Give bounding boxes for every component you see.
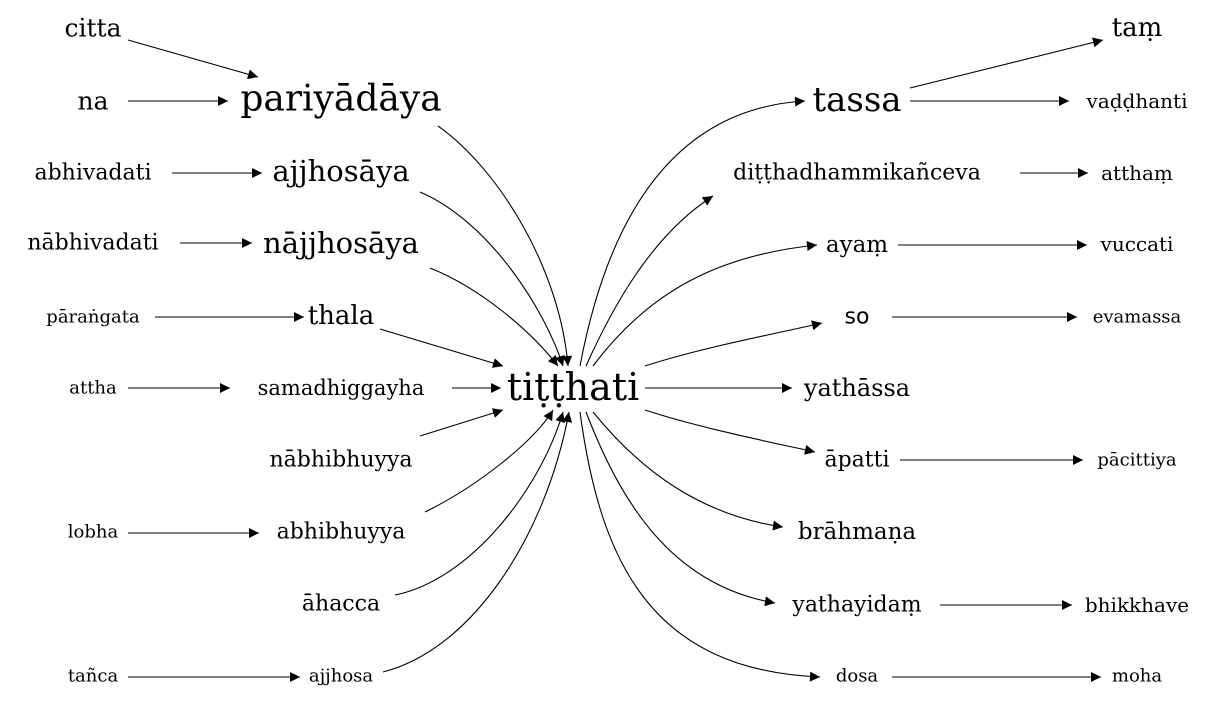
edge-nabhibhuyya-center (419, 408, 504, 437)
edge-center-tassa (579, 96, 806, 367)
node-bhikkhave: bhikkhave (1085, 593, 1189, 617)
node-attham: atthaṃ (1101, 161, 1173, 185)
node-tanca: tañca (68, 666, 119, 687)
node-nabhibhuyya: nābhibhuyya (270, 448, 413, 473)
edge-pariyadaya-center (437, 125, 573, 367)
nodes: tiṭṭhati citta na pariyādāya abhivadati … (27, 13, 1189, 687)
edge-tassa-tam (909, 37, 1104, 89)
node-abhibhuyya: abhibhuyya (277, 520, 406, 545)
node-tassa: tassa (812, 80, 901, 120)
edge-center-ayam (592, 241, 818, 367)
node-tam: taṃ (1112, 13, 1163, 43)
edge-ahacca-center (394, 411, 565, 596)
node-ditthadhammika: diṭṭhadhammikañceva (733, 161, 981, 186)
edge-najjhosaya-center (429, 267, 559, 367)
node-vuccati: vuccati (1100, 232, 1174, 256)
node-dosa: dosa (836, 666, 879, 687)
node-lobha: lobha (68, 522, 119, 543)
node-evamassa: evamassa (1093, 307, 1182, 328)
node-citta: citta (65, 14, 122, 43)
node-brahmana: brāhmaṇa (798, 519, 917, 545)
node-moha: moha (1112, 666, 1162, 687)
node-ahacca: āhacca (302, 592, 380, 617)
node-vaddhanti: vaḍḍhanti (1086, 89, 1188, 113)
edge-thala-center (379, 328, 504, 368)
edge-center-ditthadhammika (585, 195, 714, 367)
node-ajjhosa: ajjhosa (309, 666, 374, 687)
edge-center-so (644, 320, 823, 367)
node-ajjhosaya: ajjhosāya (272, 154, 409, 188)
node-na: na (77, 87, 108, 116)
edge-center-yathayidam (585, 411, 776, 607)
node-abhivadati: abhivadati (34, 161, 151, 186)
node-pariyadaya: pariyādāya (240, 79, 441, 120)
edge-citta-pariyadaya (127, 39, 259, 80)
edge-center-apatti (644, 409, 816, 455)
node-so: so (845, 305, 870, 330)
node-parangata: pāraṅgata (46, 307, 140, 328)
node-yathayidam: yathayidaṃ (791, 593, 921, 618)
node-yathassa: yathāssa (803, 374, 910, 402)
node-samadhiggayha: samadhiggayha (258, 376, 425, 400)
edge-ajjhosa-center (382, 411, 573, 673)
node-pacittiya: pācittiya (1097, 450, 1176, 471)
node-najjhosaya: nājjhosāya (263, 226, 419, 260)
edge-center-brahmana (592, 411, 784, 531)
edge-ajjhosaya-center (419, 191, 565, 367)
node-center: tiṭṭhati (507, 365, 640, 409)
node-nabhivadati: nābhivadati (27, 231, 158, 256)
edge-abhibhuyya-center (424, 409, 554, 513)
edge-center-dosa (579, 411, 821, 682)
node-ayam: ayaṃ (826, 232, 888, 258)
edges (127, 37, 1104, 682)
node-attha: attha (69, 378, 117, 399)
node-apatti: āpatti (824, 448, 889, 473)
node-thala: thala (308, 301, 375, 331)
